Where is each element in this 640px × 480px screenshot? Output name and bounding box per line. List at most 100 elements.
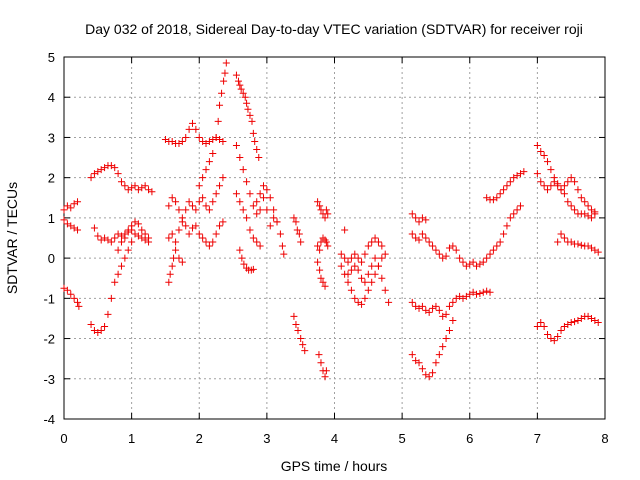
y-tick-label: 2: [48, 171, 55, 186]
data-point: [442, 335, 450, 343]
data-point: [560, 182, 568, 190]
data-point: [94, 232, 102, 240]
data-point: [192, 206, 200, 214]
data-point: [537, 148, 545, 156]
data-point: [192, 125, 200, 133]
data-point: [418, 230, 426, 238]
data-point: [520, 168, 528, 176]
data-point: [322, 238, 330, 246]
data-point: [124, 226, 132, 234]
data-point: [222, 59, 230, 67]
data-point: [253, 146, 261, 154]
data-point: [87, 320, 95, 328]
data-point: [219, 174, 227, 182]
data-point: [435, 306, 443, 314]
data-point: [516, 202, 524, 210]
data-point: [537, 318, 545, 326]
data-point: [347, 266, 355, 274]
data-point: [297, 335, 305, 343]
data-point: [324, 210, 332, 218]
data-point: [337, 250, 345, 258]
data-point: [232, 141, 240, 149]
data-point: [567, 202, 575, 210]
data-point: [237, 85, 245, 93]
x-tick-label: 1: [128, 431, 135, 446]
data-point: [557, 327, 565, 335]
data-point: [243, 99, 251, 107]
data-point: [564, 198, 572, 206]
data-point: [476, 290, 484, 298]
data-points: [60, 59, 602, 381]
data-point: [182, 222, 190, 230]
data-point: [544, 186, 552, 194]
data-point: [234, 77, 242, 85]
data-point: [60, 216, 68, 224]
data-point: [442, 310, 450, 318]
data-point: [319, 278, 327, 286]
data-point: [168, 194, 176, 202]
data-point: [270, 206, 278, 214]
chart-title: Day 032 of 2018, Sidereal Day-to-day VTE…: [85, 21, 583, 37]
data-point: [445, 302, 453, 310]
data-point: [473, 290, 481, 298]
data-point: [185, 230, 193, 238]
data-point: [341, 226, 349, 234]
data-point: [165, 278, 173, 286]
data-point: [513, 206, 521, 214]
data-point: [111, 164, 119, 172]
data-point: [256, 206, 264, 214]
y-tick-label: 0: [48, 251, 55, 266]
data-point: [124, 246, 132, 254]
data-point: [483, 254, 491, 262]
data-point: [358, 274, 366, 282]
data-point: [432, 359, 440, 367]
data-point: [111, 234, 119, 242]
data-point: [425, 373, 433, 381]
data-point: [557, 230, 565, 238]
data-point: [297, 238, 305, 246]
data-point: [259, 194, 267, 202]
data-point: [408, 210, 416, 218]
data-point: [239, 166, 247, 174]
data-point: [128, 238, 136, 246]
data-point: [351, 294, 359, 302]
data-point: [138, 226, 146, 234]
data-point: [290, 312, 298, 320]
data-point: [141, 182, 149, 190]
data-point: [199, 234, 207, 242]
data-point: [259, 182, 267, 190]
data-point: [218, 89, 226, 97]
data-point: [371, 234, 379, 242]
data-point: [594, 248, 602, 256]
data-point: [469, 258, 477, 266]
data-point: [232, 71, 240, 79]
data-point: [314, 242, 322, 250]
data-point: [209, 150, 217, 158]
data-point: [270, 214, 278, 222]
data-point: [594, 318, 602, 326]
data-point: [236, 154, 244, 162]
data-point: [533, 141, 541, 149]
data-point: [496, 190, 504, 198]
data-point: [378, 242, 386, 250]
data-point: [134, 220, 142, 228]
data-point: [185, 198, 193, 206]
data-point: [172, 238, 180, 246]
data-point: [408, 298, 416, 306]
data-point: [483, 287, 491, 295]
data-point: [195, 182, 203, 190]
data-point: [243, 178, 251, 186]
data-point: [199, 174, 207, 182]
data-point: [249, 265, 257, 273]
data-point: [364, 270, 372, 278]
data-point: [435, 351, 443, 359]
data-point: [209, 238, 217, 246]
data-point: [432, 302, 440, 310]
data-point: [195, 198, 203, 206]
data-point: [74, 226, 82, 234]
data-point: [314, 258, 322, 266]
data-point: [214, 117, 222, 125]
data-point: [178, 137, 186, 145]
data-point: [148, 188, 156, 196]
